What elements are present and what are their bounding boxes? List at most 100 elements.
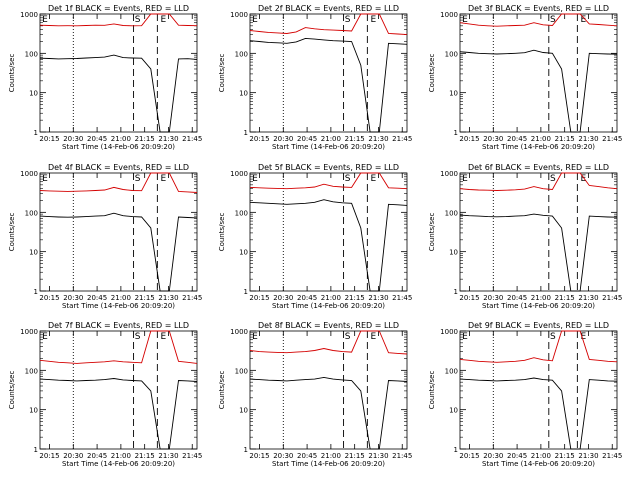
y-tick-label: 100 <box>445 367 458 375</box>
plot-frame <box>459 330 618 450</box>
series-line-black <box>249 37 408 133</box>
x-tick-label: 20:15 <box>39 135 59 143</box>
x-tick-label: 20:45 <box>297 452 317 460</box>
x-tick-label: 21:00 <box>321 294 341 302</box>
y-tick-label: 10 <box>29 90 38 98</box>
x-tick-label: 21:15 <box>135 135 155 143</box>
chart-title: Det 3f BLACK = Events, RED = LLD <box>468 4 609 13</box>
x-axis-label: Start Time (14-Feb-06 20:09:20) <box>272 143 385 151</box>
y-tick-label: 10 <box>239 407 248 415</box>
series-line-black <box>39 54 198 133</box>
x-tick-label: 20:45 <box>507 135 527 143</box>
chart-title: Det 6f BLACK = Events, RED = LLD <box>468 163 609 172</box>
y-tick-label: 100 <box>235 209 248 217</box>
marker-label-E: E <box>581 174 587 184</box>
marker-label-S: S <box>345 332 351 342</box>
series-line-black <box>459 213 618 292</box>
x-tick-label: 21:00 <box>531 294 551 302</box>
y-axis-label: Counts/sec <box>428 54 436 93</box>
y-tick-label: 1 <box>454 129 458 137</box>
marker-label-E: E <box>252 332 258 342</box>
x-axis-label: Start Time (14-Feb-06 20:09:20) <box>272 302 385 310</box>
y-tick-label: 1 <box>244 446 248 454</box>
series-line-red <box>39 13 198 27</box>
series-line-red <box>459 330 618 363</box>
y-tick-label: 10 <box>239 90 248 98</box>
x-tick-label: 20:45 <box>297 135 317 143</box>
series-line-red <box>249 13 408 36</box>
marker-label-S: S <box>135 174 141 184</box>
y-tick-label: 100 <box>235 367 248 375</box>
y-tick-label: 1000 <box>20 11 38 19</box>
x-axis-label: Start Time (14-Feb-06 20:09:20) <box>62 143 175 151</box>
x-tick-label: 20:15 <box>39 452 59 460</box>
x-tick-label: 21:15 <box>345 135 365 143</box>
series-line-black <box>459 49 618 133</box>
chart-title: Det 9f BLACK = Events, RED = LLD <box>468 321 609 330</box>
plot-frame <box>39 13 198 133</box>
x-axis-label: Start Time (14-Feb-06 20:09:20) <box>62 302 175 310</box>
x-tick-label: 20:45 <box>507 452 527 460</box>
x-tick-label: 20:15 <box>39 294 59 302</box>
x-tick-label: 21:15 <box>555 294 575 302</box>
x-tick-label: 20:30 <box>63 452 83 460</box>
x-tick-label: 20:30 <box>273 452 293 460</box>
marker-label-E: E <box>371 15 377 25</box>
x-axis-label: Start Time (14-Feb-06 20:09:20) <box>482 143 595 151</box>
x-tick-label: 21:30 <box>368 294 388 302</box>
marker-label-E: E <box>462 174 468 184</box>
y-tick-label: 100 <box>25 209 38 217</box>
chart-panel-6: Det 6f BLACK = Events, RED = LLD 1 10 100 10… <box>428 163 622 310</box>
y-tick-label: 1 <box>454 288 458 296</box>
y-tick-label: 100 <box>445 209 458 217</box>
x-tick-label: 21:00 <box>111 294 131 302</box>
y-tick-label: 1 <box>244 129 248 137</box>
y-axis-label: Counts/sec <box>8 213 16 252</box>
x-tick-label: 20:45 <box>87 452 107 460</box>
y-axis-label: Counts/sec <box>428 213 436 252</box>
marker-label-S: S <box>135 15 141 25</box>
x-axis-label: Start Time (14-Feb-06 20:09:20) <box>482 460 595 468</box>
x-tick-label: 20:30 <box>63 294 83 302</box>
chart-panel-4: Det 4f BLACK = Events, RED = LLD 1 10 100 10… <box>8 163 202 310</box>
y-tick-label: 10 <box>449 249 458 257</box>
y-axis-label: Counts/sec <box>218 371 226 410</box>
x-tick-label: 21:00 <box>321 135 341 143</box>
y-tick-label: 1000 <box>440 328 458 336</box>
y-tick-label: 1 <box>34 446 38 454</box>
marker-label-E: E <box>42 174 48 184</box>
y-tick-label: 100 <box>25 367 38 375</box>
y-tick-label: 1000 <box>440 170 458 178</box>
chart-title: Det 2f BLACK = Events, RED = LLD <box>258 4 399 13</box>
y-tick-label: 10 <box>239 249 248 257</box>
marker-label-E: E <box>42 332 48 342</box>
x-tick-label: 20:15 <box>459 452 479 460</box>
x-tick-label: 20:15 <box>249 452 269 460</box>
y-tick-label: 100 <box>445 50 458 58</box>
series-line-red <box>249 330 408 355</box>
series-line-black <box>39 212 198 292</box>
y-tick-label: 1000 <box>20 328 38 336</box>
y-tick-label: 1 <box>34 129 38 137</box>
chart-panel-2: Det 2f BLACK = Events, RED = LLD 1 10 100 10… <box>218 4 412 151</box>
series-line-red <box>249 172 408 190</box>
marker-label-E: E <box>462 15 468 25</box>
marker-label-S: S <box>135 332 141 342</box>
marker-label-E: E <box>42 15 48 25</box>
chart-panel-7: Det 7f BLACK = Events, RED = LLD 1 10 100 10… <box>8 321 202 468</box>
plot-frame <box>39 172 198 292</box>
x-tick-label: 20:30 <box>63 135 83 143</box>
y-tick-label: 100 <box>25 50 38 58</box>
x-tick-label: 20:15 <box>249 294 269 302</box>
x-tick-label: 20:15 <box>249 135 269 143</box>
x-tick-label: 21:15 <box>135 294 155 302</box>
x-tick-label: 20:15 <box>459 135 479 143</box>
marker-label-E: E <box>161 15 167 25</box>
x-tick-label: 20:30 <box>483 452 503 460</box>
x-tick-label: 21:30 <box>158 135 178 143</box>
y-axis-label: Counts/sec <box>218 213 226 252</box>
y-tick-label: 1000 <box>230 328 248 336</box>
marker-label-E: E <box>371 174 377 184</box>
marker-label-S: S <box>550 15 556 25</box>
